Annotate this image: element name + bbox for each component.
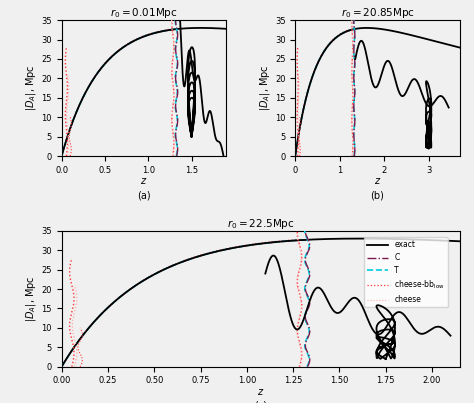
X-axis label: $z$: $z$ [140,176,147,186]
Text: (b): (b) [371,190,384,200]
Text: (c): (c) [254,401,267,403]
Title: $r_0 = 22.5$Mpc: $r_0 = 22.5$Mpc [227,217,294,231]
Y-axis label: $|D_A|$, Mpc: $|D_A|$, Mpc [25,65,38,111]
Legend: exact, C, T, cheese-bb$_{\rm low}$, cheese: exact, C, T, cheese-bb$_{\rm low}$, chee… [364,237,448,307]
Y-axis label: $|D_A|$, Mpc: $|D_A|$, Mpc [258,65,272,111]
Title: $r_0 = 0.01$Mpc: $r_0 = 0.01$Mpc [110,6,178,20]
Text: (a): (a) [137,190,151,200]
Y-axis label: $|D_A|$, Mpc: $|D_A|$, Mpc [25,276,38,322]
X-axis label: $z$: $z$ [374,176,381,186]
Title: $r_0 = 20.85$Mpc: $r_0 = 20.85$Mpc [340,6,415,20]
X-axis label: $z$: $z$ [257,387,264,397]
